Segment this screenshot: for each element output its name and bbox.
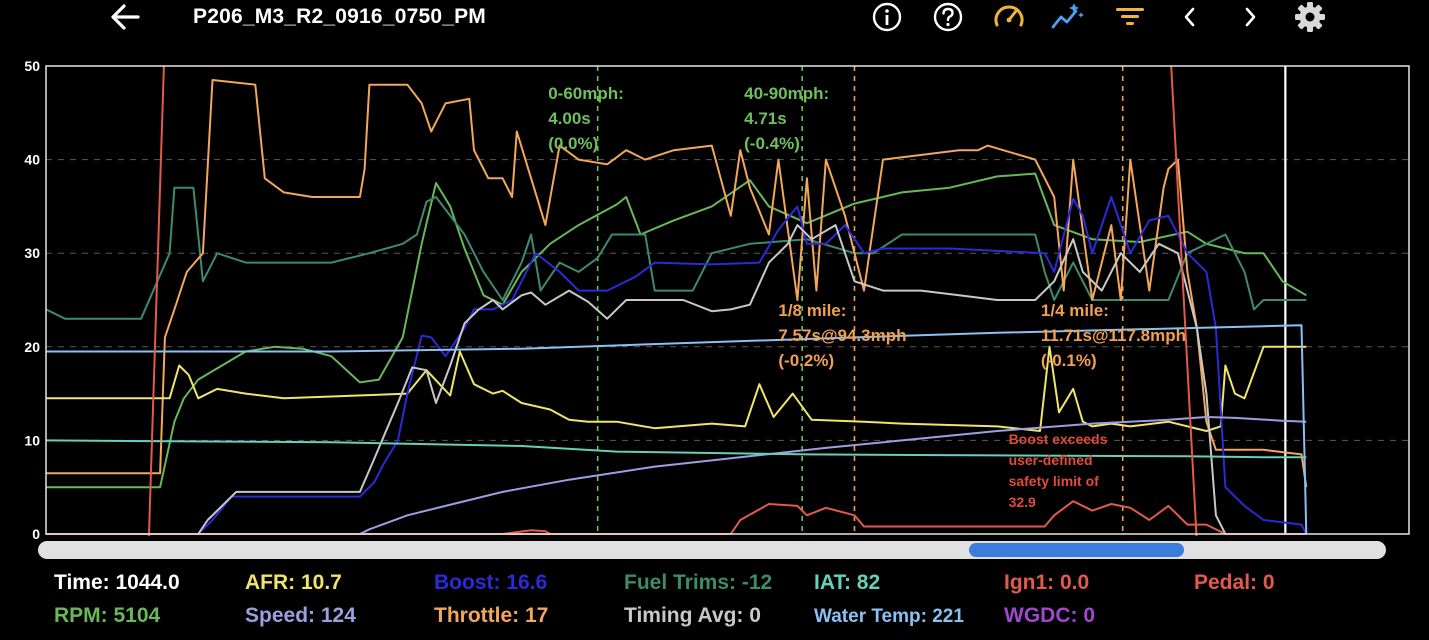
sparkle-chart-icon[interactable] — [1050, 0, 1086, 34]
chart-annotation: 11.71s@117.8mph — [1041, 326, 1186, 345]
plot-frame — [45, 65, 1410, 535]
chart-annotation: 40-90mph: — [744, 84, 829, 103]
legend-rpm[interactable]: RPM: 5104 — [54, 604, 161, 627]
timeline-scrollbar[interactable] — [38, 541, 1386, 559]
info-icon[interactable] — [869, 0, 905, 34]
y-tick-label: 0 — [32, 526, 40, 540]
series-line-speed — [46, 416, 1307, 535]
chart-annotation: Boost exceeds — [1009, 431, 1108, 447]
chart-annotation: safety limit of — [1009, 473, 1100, 489]
y-tick-label: 20 — [24, 339, 40, 355]
filter-icon[interactable] — [1112, 0, 1148, 34]
legend-time[interactable]: Time: 1044.0 — [54, 571, 180, 594]
gear-icon[interactable] — [1292, 0, 1328, 34]
chart-annotation: user-defined — [1009, 452, 1093, 468]
chart-annotation: (-0.1%) — [1041, 351, 1097, 370]
legend-fuel-trims[interactable]: Fuel Trims: -12 — [624, 571, 773, 594]
series-line-water — [46, 324, 1308, 535]
series-line-fuel — [46, 186, 1307, 320]
channel-legend: Time: 1044.0 AFR: 10.7 Boost: 16.6 Fuel … — [0, 566, 1429, 640]
legend-throttle[interactable]: Throttle: 17 — [434, 604, 549, 627]
series-line-iat — [46, 439, 1307, 459]
log-chart[interactable]: 0-60mph: 4.00s (0.0%) 40-90mph: 4.71s (-0.4%)… — [0, 50, 1429, 540]
y-tick-label: 50 — [24, 58, 40, 74]
legend-water-temp[interactable]: Water Temp: 221 — [814, 606, 964, 627]
chart-annotation: (0.0%) — [548, 134, 598, 153]
legend-wgdc[interactable]: WGDC: 0 — [1004, 604, 1095, 627]
chevron-right-icon[interactable] — [1232, 0, 1268, 34]
top-bar: P206_M3_R2_0916_0750_PM — [0, 0, 1429, 34]
page-title: P206_M3_R2_0916_0750_PM — [193, 5, 486, 28]
chevron-left-icon[interactable] — [1172, 0, 1208, 34]
chart-annotation: 7.57s@94.3mph — [778, 326, 906, 345]
legend-boost[interactable]: Boost: 16.6 — [434, 571, 548, 594]
series-line-ign — [46, 500, 1307, 535]
series-line-pedal_right — [1170, 65, 1198, 536]
series-line-boost — [46, 196, 1308, 535]
chart-annotation: 32.9 — [1009, 494, 1036, 510]
series-line-pedal_left — [147, 65, 165, 536]
gauge-icon[interactable] — [991, 0, 1027, 34]
chart-annotation: 1/4 mile: — [1041, 301, 1109, 320]
legend-ign1[interactable]: Ign1: 0.0 — [1004, 571, 1090, 594]
scrollbar-thumb[interactable] — [969, 543, 1184, 557]
y-tick-label: 40 — [24, 152, 40, 168]
y-tick-label: 30 — [24, 245, 40, 261]
chart-annotation: (-0.2%) — [778, 351, 834, 370]
help-icon[interactable] — [930, 0, 966, 34]
series-line-afr — [46, 345, 1307, 432]
legend-speed[interactable]: Speed: 124 — [245, 604, 356, 627]
chart-annotation: 1/8 mile: — [778, 301, 846, 320]
series-line-ign_small — [502, 529, 551, 535]
chart-annotation: 4.71s — [744, 109, 787, 128]
chart-annotation: 0-60mph: — [548, 84, 624, 103]
legend-timing-avg[interactable]: Timing Avg: 0 — [624, 604, 761, 627]
chart-annotation: (-0.4%) — [744, 134, 800, 153]
legend-pedal[interactable]: Pedal: 0 — [1194, 571, 1275, 594]
back-arrow-icon[interactable] — [108, 2, 144, 32]
series-line-timing — [46, 224, 1307, 535]
y-tick-label: 10 — [24, 432, 40, 448]
series-line-throttle — [46, 79, 1308, 488]
legend-afr[interactable]: AFR: 10.7 — [245, 571, 342, 594]
legend-iat[interactable]: IAT: 82 — [814, 571, 881, 594]
chart-annotation: 4.00s — [548, 109, 591, 128]
